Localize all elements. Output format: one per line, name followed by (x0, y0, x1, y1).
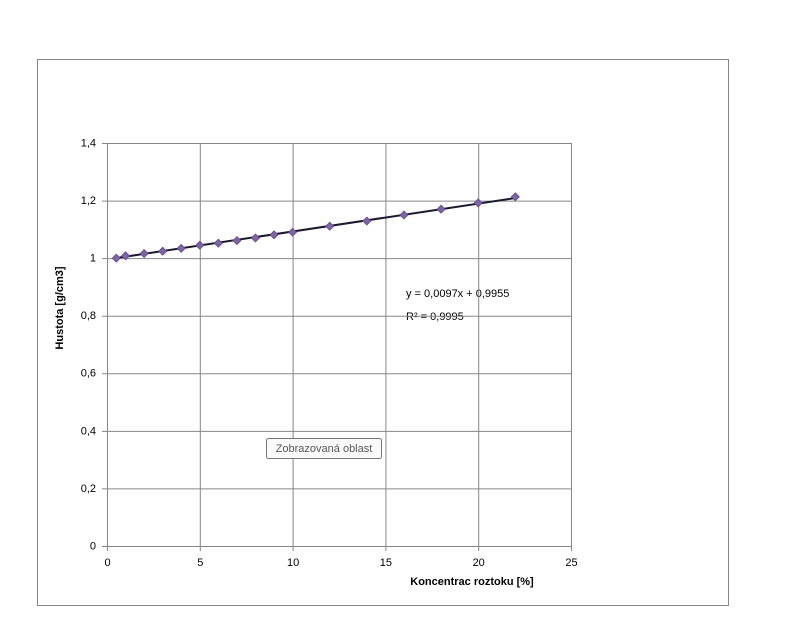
x-tick-label: 25 (565, 557, 577, 569)
y-tick-label: 0,2 (81, 483, 96, 495)
x-tick-label: 10 (287, 557, 299, 569)
data-point (176, 243, 186, 253)
data-point (510, 192, 520, 202)
x-tick-label: 15 (380, 557, 392, 569)
y-tick-label: 1,4 (81, 137, 96, 149)
data-point (436, 204, 446, 214)
y-tick-label: 1,2 (81, 195, 96, 207)
x-tick-label: 0 (104, 557, 110, 569)
y-tick-label: 0,8 (81, 310, 96, 322)
data-point (213, 238, 223, 248)
x-tick-label: 5 (197, 557, 203, 569)
tooltip-text: Zobrazovaná oblast (276, 443, 373, 455)
trendline-r2: R² = 0,9995 (406, 311, 464, 323)
y-tick-label: 0,4 (81, 425, 96, 437)
data-point (288, 227, 298, 237)
data-point (158, 246, 168, 256)
data-point (362, 216, 372, 226)
data-point (232, 236, 242, 246)
data-point (120, 251, 131, 261)
data-point (250, 233, 261, 243)
data-point (111, 253, 121, 263)
data-point (269, 230, 279, 240)
chart-area (37, 59, 729, 606)
y-tick-label: 1 (90, 253, 96, 265)
y-tick-label: 0 (90, 540, 96, 552)
data-point (195, 240, 205, 250)
tooltip: Zobrazovaná oblast (266, 438, 382, 459)
x-tick-label: 20 (473, 557, 485, 569)
tooltip-box (266, 438, 382, 459)
data-point (399, 210, 409, 220)
data-point (325, 221, 335, 231)
x-axis-title: Koncentrac roztoku [%] (410, 576, 534, 588)
y-axis-title: Hustota [g/cm3] (54, 266, 66, 349)
trendline-equation: y = 0,0097x + 0,9955 (406, 288, 509, 300)
data-point (473, 198, 483, 208)
data-point (139, 248, 149, 259)
y-tick-label: 0,6 (81, 368, 96, 380)
